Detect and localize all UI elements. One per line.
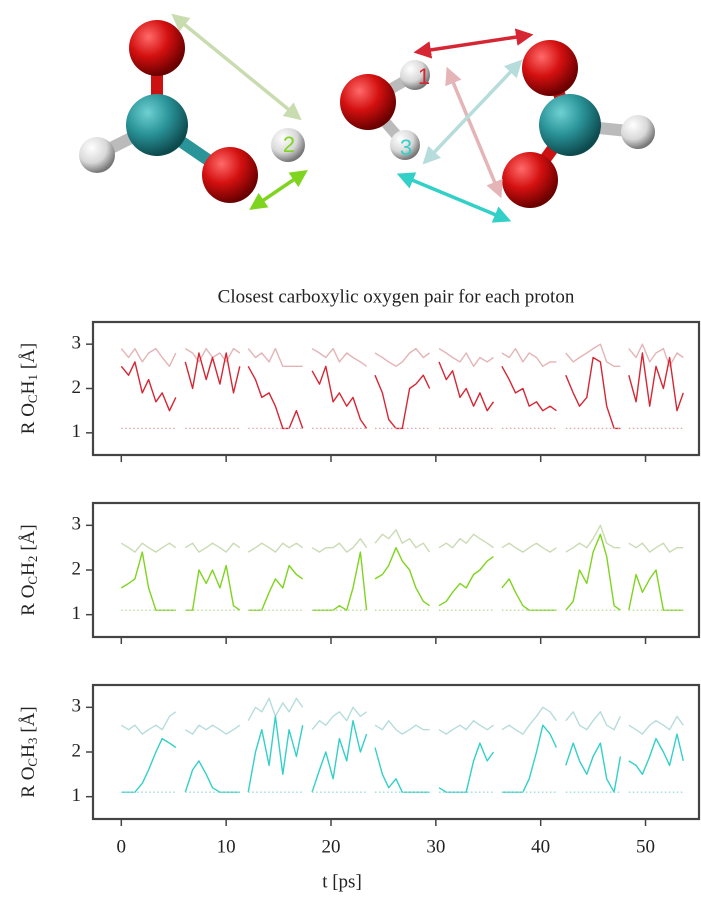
y-label-subscript: 1 <box>25 374 40 381</box>
y-tick-label: 2 <box>72 740 82 761</box>
plot-frame <box>93 685 699 819</box>
y-tick-label: 1 <box>72 603 82 624</box>
y-tick-label: 1 <box>72 421 82 442</box>
proton-label: 2 <box>283 132 295 157</box>
x-tick-label: 50 <box>636 836 655 857</box>
y-tick-label: 2 <box>72 558 82 579</box>
y-label-subscript: C <box>25 758 40 767</box>
data-line <box>121 716 683 792</box>
y-label-subscript: 3 <box>25 738 40 745</box>
x-tick-label: 20 <box>321 836 340 857</box>
y-axis-label: R OCH2 [Å] <box>18 524 40 615</box>
y-label-text: R O <box>18 585 39 616</box>
y-label-text: H <box>18 380 39 394</box>
y-label-text: H <box>18 744 39 758</box>
y-axis-label: R OCH1 [Å] <box>18 343 40 434</box>
x-tick-label: 0 <box>117 836 127 857</box>
plot-frame <box>93 322 699 455</box>
y-label-text: [Å] <box>18 706 39 732</box>
y-tick-label: 3 <box>72 514 82 535</box>
x-tick-label: 10 <box>217 836 236 857</box>
y-label-subscript: C <box>25 576 40 585</box>
data-line <box>121 698 683 734</box>
data-line <box>121 344 683 366</box>
y-label-subscript: C <box>25 394 40 403</box>
x-tick-label: 40 <box>531 836 550 857</box>
x-tick-label: 30 <box>426 836 445 857</box>
y-label-text: H <box>18 562 39 576</box>
y-label-text: R O <box>18 767 39 798</box>
y-label-text: [Å] <box>18 524 39 550</box>
y-tick-label: 3 <box>72 696 82 717</box>
proton-label: 3 <box>400 135 412 160</box>
molecules <box>79 20 655 208</box>
y-tick-label: 2 <box>72 377 82 398</box>
y-label-text: R O <box>18 403 39 434</box>
y-label-subscript: 2 <box>25 556 40 563</box>
chart-title: Closest carboxylic oxygen pair for each … <box>218 286 575 307</box>
data-line <box>121 353 683 428</box>
x-axis-label: t [ps] <box>322 871 362 892</box>
y-label-text: [Å] <box>18 343 39 369</box>
proton-label: 1 <box>418 64 430 89</box>
figure: 1 2 3 Closest carboxylic oxygen pair for… <box>0 0 701 899</box>
y-tick-label: 1 <box>72 785 82 806</box>
data-line <box>121 534 683 610</box>
y-axis-label: R OCH3 [Å] <box>18 706 40 797</box>
y-tick-label: 3 <box>72 333 82 354</box>
